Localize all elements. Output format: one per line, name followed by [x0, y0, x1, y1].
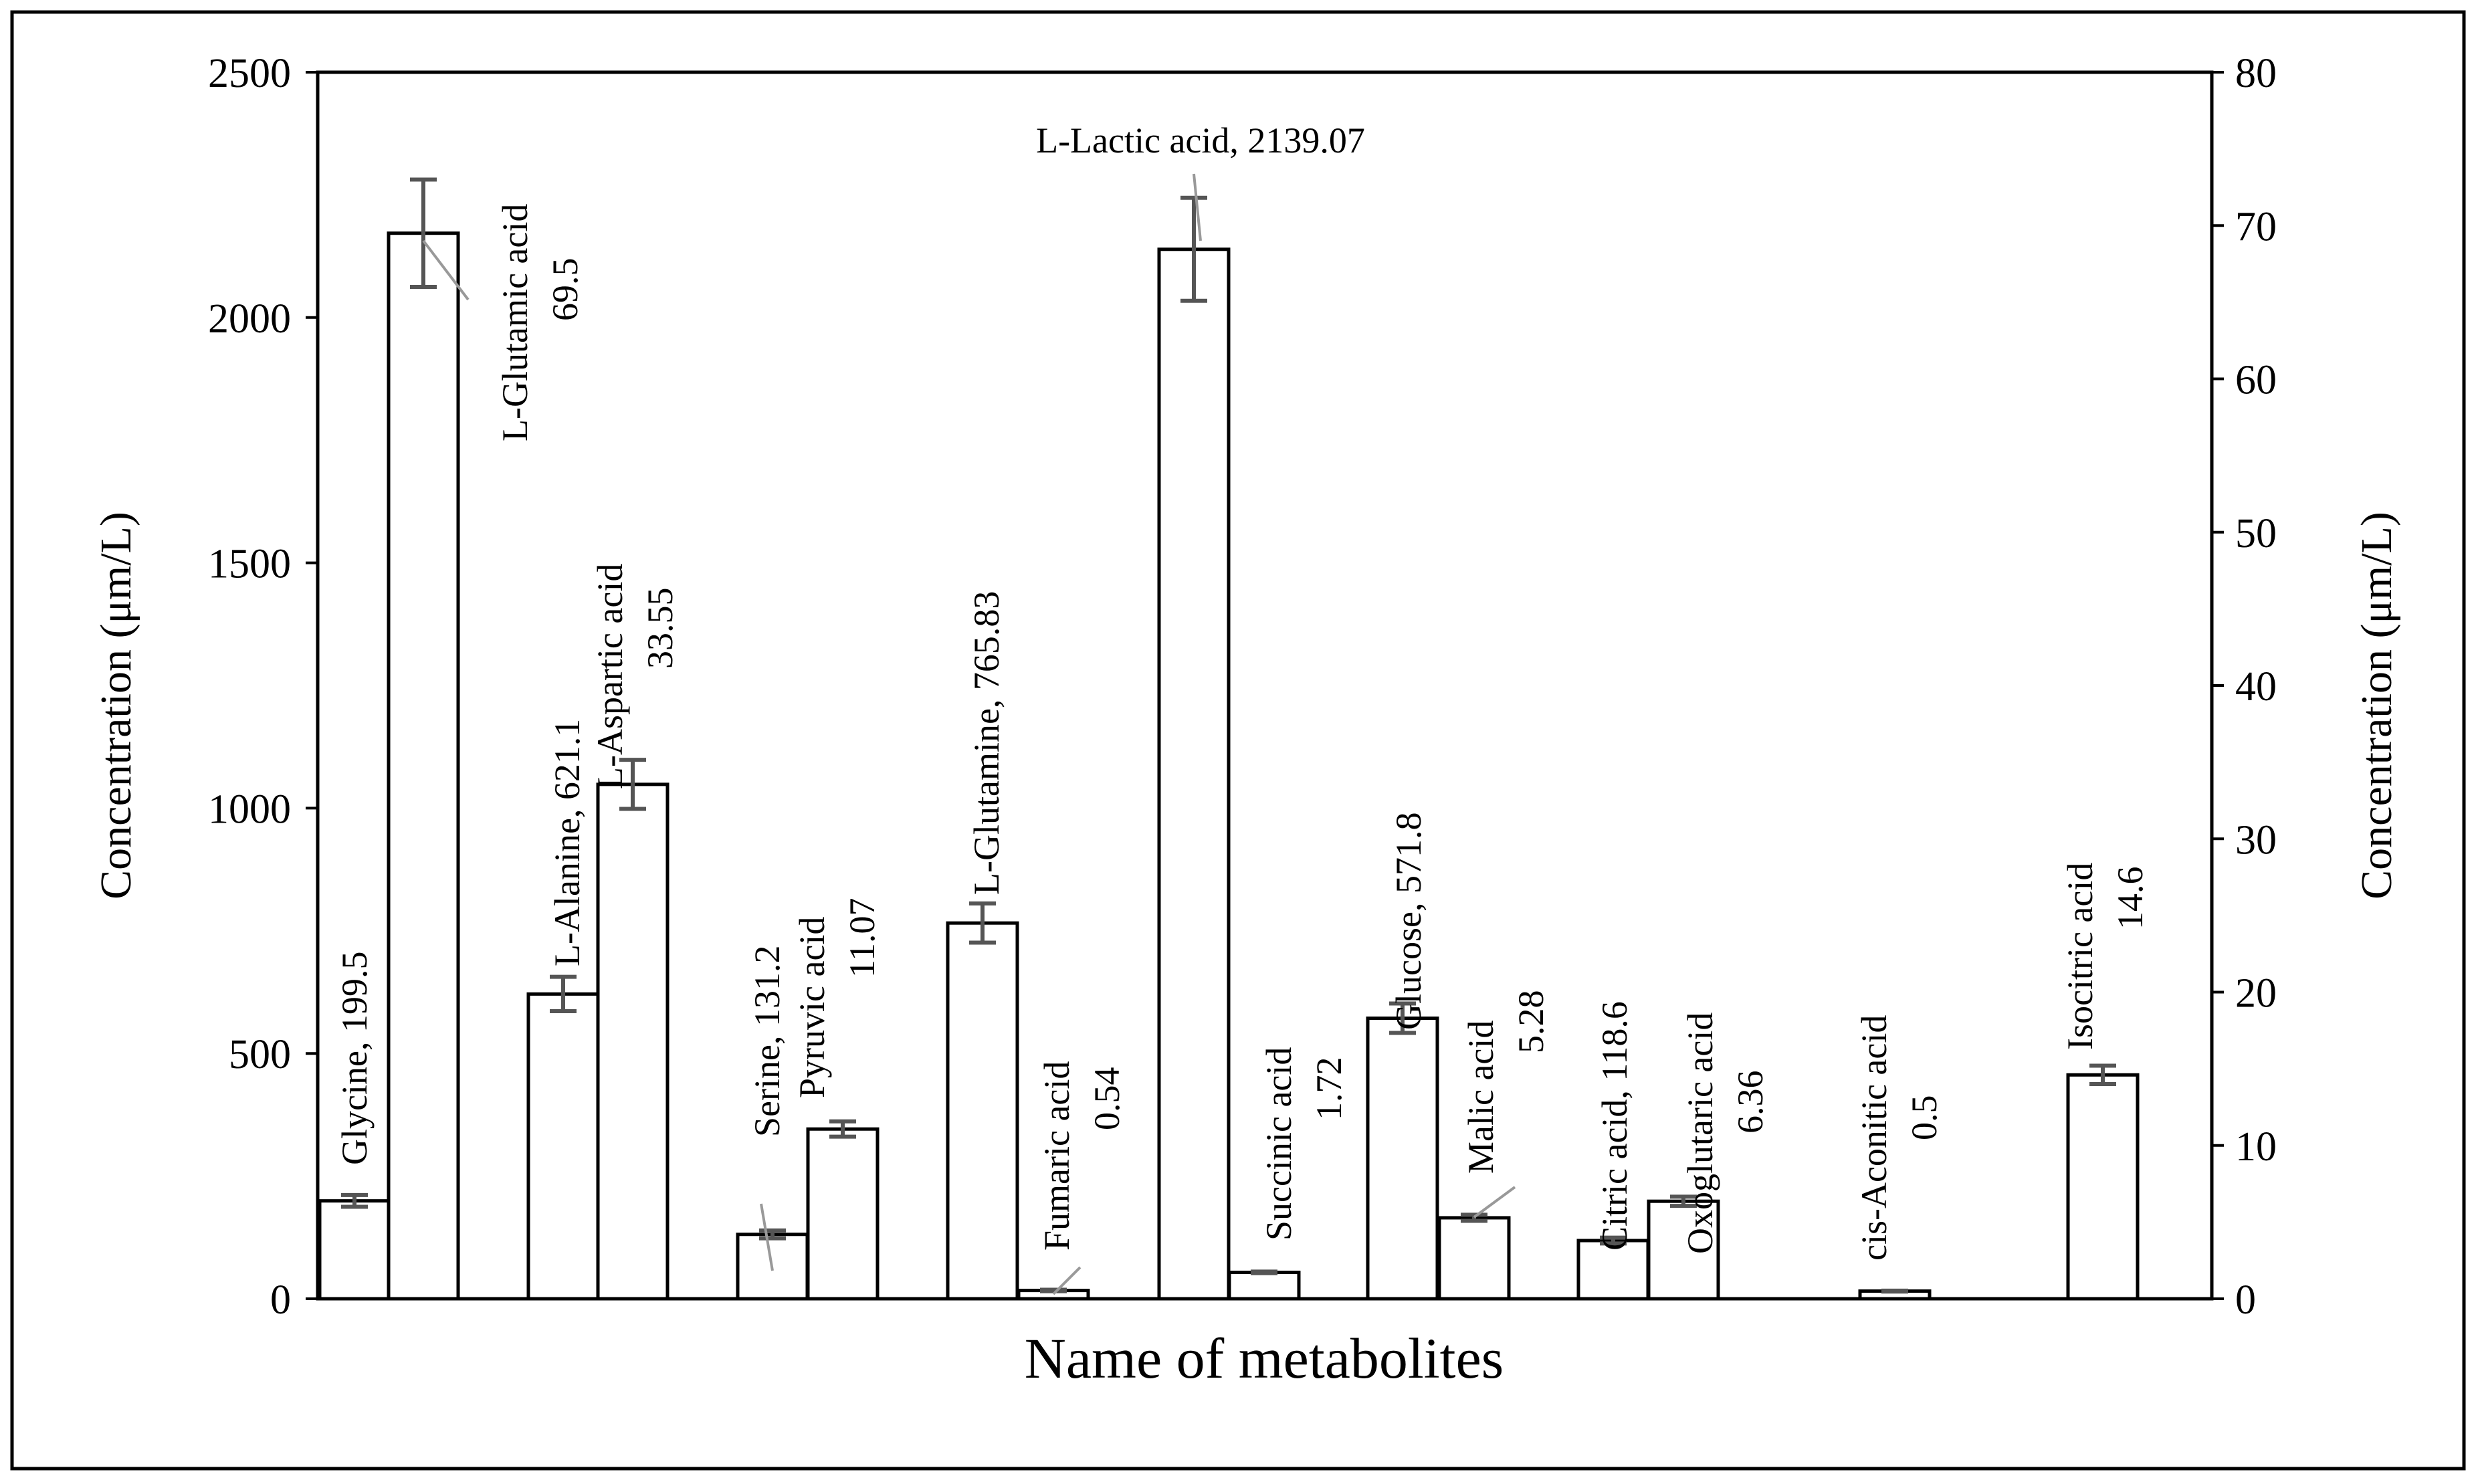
bar	[1647, 1199, 1720, 1301]
y-axis-title-right: Concentration (μm/L)	[2352, 512, 2401, 899]
bar-data-value: 5.28	[1511, 990, 1551, 1054]
bar-data-label: Isocitric acid	[2060, 863, 2100, 1050]
bar-data-value: 0.54	[1087, 1067, 1127, 1131]
bar-data-label: L-Lactic acid, 2139.07	[1036, 120, 1365, 161]
error-bar	[1600, 1235, 1627, 1246]
y-axis-title-left: Concentration (μm/L)	[92, 512, 140, 899]
error-bar	[1040, 1287, 1067, 1293]
error-bar	[829, 1119, 856, 1139]
bar	[526, 992, 600, 1301]
bar	[1157, 247, 1231, 1301]
bar-data-value: 11.07	[842, 898, 882, 978]
error-bar	[2089, 1063, 2116, 1087]
label-leader-line	[760, 1203, 774, 1271]
bar	[946, 921, 1019, 1301]
bar-data-label: Malic acid	[1461, 1021, 1501, 1174]
y-tick-label-right: 10	[2235, 1124, 2277, 1170]
y-tick-label-right: 40	[2235, 664, 2277, 710]
y-tick-label-left: 1000	[208, 786, 291, 832]
bar-data-label: Pyruvic acid	[792, 917, 832, 1098]
bar-data-label: L-Glutamic acid	[495, 204, 535, 441]
bar	[596, 782, 669, 1301]
y-tick-label-right: 80	[2235, 51, 2277, 96]
bar-data-label: Oxoglutaric acid	[1680, 1013, 1720, 1254]
label-leader-line	[1193, 173, 1202, 241]
x-axis-title: Name of metabolites	[1025, 1326, 1504, 1390]
error-bar	[341, 1192, 368, 1209]
bar-data-label: L-Glutamine, 765.83	[966, 591, 1007, 895]
error-bar	[1180, 195, 1207, 303]
error-bar	[1251, 1269, 1277, 1275]
bar-data-label: Glycine, 199.5	[334, 952, 375, 1165]
y-tick-label-left: 1500	[208, 542, 291, 587]
y-tick-label-left: 0	[270, 1277, 291, 1323]
bar	[1576, 1239, 1650, 1301]
error-bar	[759, 1228, 786, 1241]
error-bar	[410, 177, 437, 289]
bar	[318, 1199, 391, 1301]
bar-data-label: Serine, 131.2	[747, 946, 787, 1137]
y-tick-label-right: 20	[2235, 971, 2277, 1017]
bar-data-label: Citric acid, 118.6	[1594, 1001, 1635, 1251]
bar	[1227, 1271, 1301, 1301]
error-bar	[619, 758, 646, 811]
bar-data-label: L-Aspartic acid	[590, 564, 630, 789]
error-bar	[1670, 1194, 1697, 1208]
bar-data-value: 0.5	[1904, 1095, 1944, 1141]
y-tick-label-left: 500	[229, 1032, 291, 1077]
bar-data-value: 33.55	[640, 588, 680, 669]
y-tick-label-right: 70	[2235, 204, 2277, 249]
y-tick-label-left: 2000	[208, 296, 291, 342]
bar	[387, 231, 460, 1301]
bar-data-value: 1.72	[1309, 1057, 1349, 1121]
error-bar	[969, 901, 996, 945]
bar-data-value: 6.36	[1730, 1071, 1770, 1134]
y-tick-label-right: 50	[2235, 511, 2277, 556]
bar-data-label: cis-Aconitic acid	[1854, 1015, 1894, 1261]
label-leader-line	[1052, 1266, 1081, 1295]
y-tick-label-right: 0	[2235, 1277, 2256, 1323]
bar-data-label: L-Alanine, 621.1	[547, 719, 587, 966]
error-bar	[550, 974, 577, 1014]
bar-data-label: Glucose, 571.8	[1388, 813, 1429, 1030]
label-leader-line	[1473, 1186, 1516, 1218]
y-tick-label-left: 2500	[208, 51, 291, 96]
bar-data-value: 14.6	[2110, 867, 2150, 930]
bar-data-label: Succinic acid	[1259, 1047, 1299, 1241]
bar-data-value: 69.5	[545, 258, 585, 322]
bar	[806, 1127, 880, 1301]
bar	[1366, 1017, 1439, 1301]
label-leader-line	[422, 239, 470, 301]
bar	[2066, 1073, 2140, 1301]
y-tick-label-right: 30	[2235, 817, 2277, 863]
bar-data-label: Fumaric acid	[1037, 1061, 1077, 1251]
bar	[1437, 1216, 1511, 1301]
error-bar	[1389, 1001, 1416, 1035]
y-tick-label-right: 60	[2235, 358, 2277, 403]
